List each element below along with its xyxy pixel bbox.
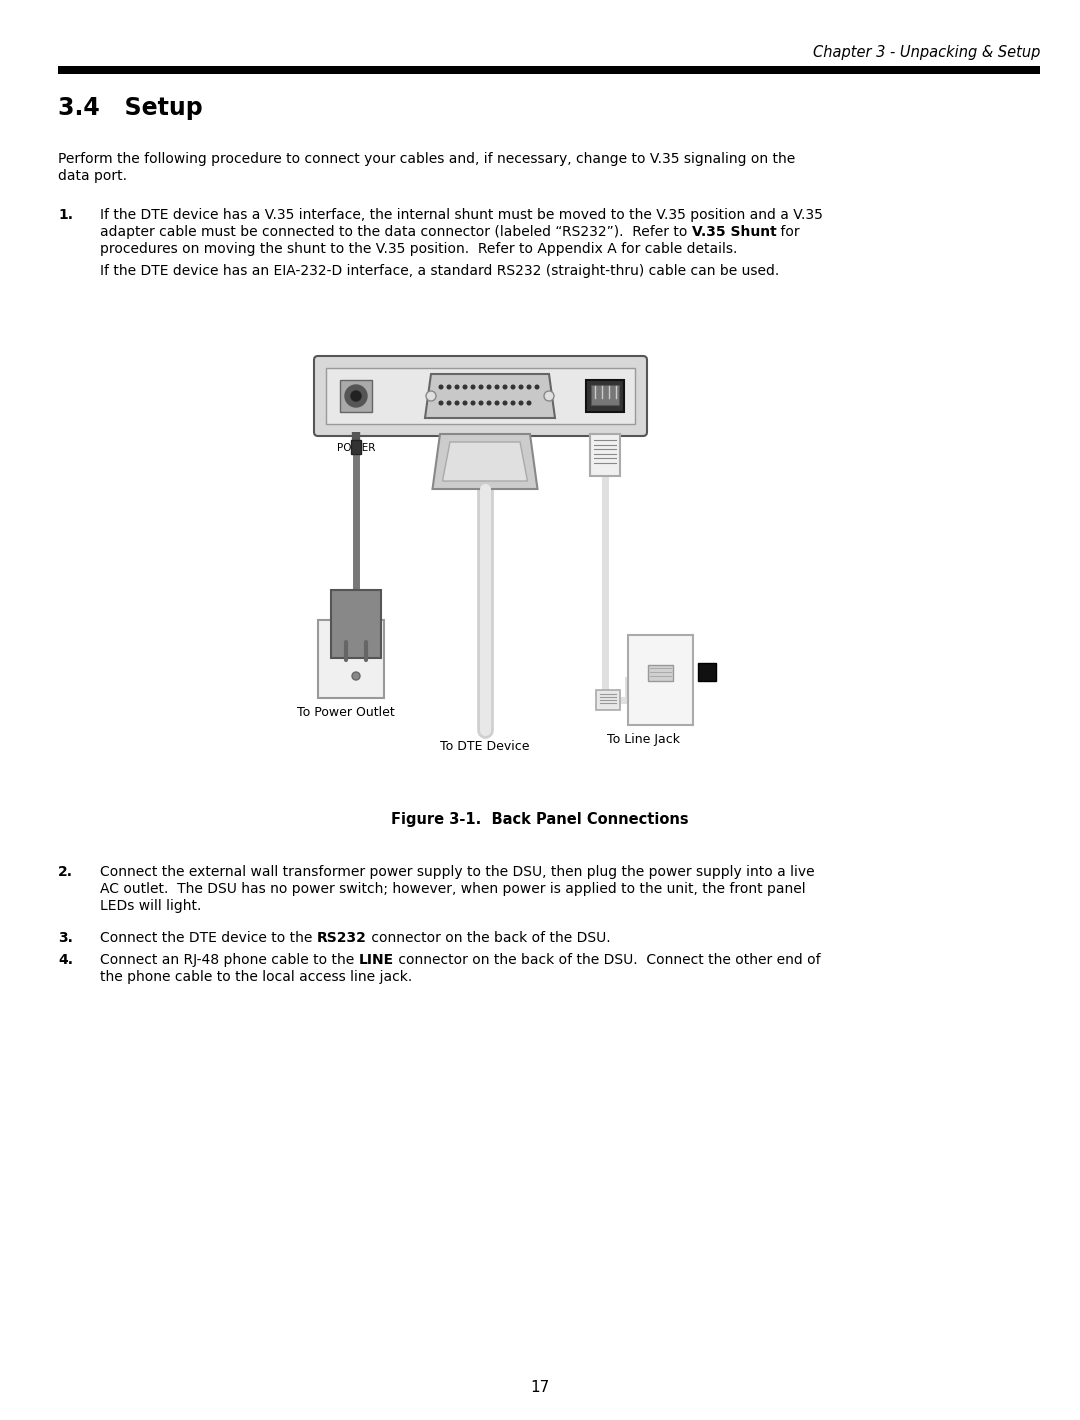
Text: 2.: 2. (58, 865, 73, 879)
Text: 1.: 1. (58, 207, 73, 222)
Circle shape (463, 402, 467, 405)
Circle shape (345, 385, 367, 408)
Text: Connect the external wall transformer power supply to the DSU, then plug the pow: Connect the external wall transformer po… (100, 865, 814, 879)
Text: AC outlet.  The DSU has no power switch; however, when power is applied to the u: AC outlet. The DSU has no power switch; … (100, 882, 806, 896)
Text: 3.: 3. (58, 932, 72, 944)
Circle shape (471, 385, 475, 389)
Circle shape (471, 402, 475, 405)
Bar (591, 385, 619, 405)
Bar (698, 663, 715, 682)
Circle shape (455, 385, 459, 389)
Circle shape (480, 402, 483, 405)
Bar (590, 435, 620, 476)
Bar (326, 368, 635, 425)
Polygon shape (443, 442, 527, 481)
Polygon shape (426, 373, 555, 417)
Circle shape (447, 385, 450, 389)
Circle shape (351, 391, 361, 400)
Bar (340, 381, 372, 412)
Circle shape (496, 385, 499, 389)
Text: data port.: data port. (58, 169, 127, 183)
Text: the phone cable to the local access line jack.: the phone cable to the local access line… (100, 970, 413, 984)
Circle shape (519, 385, 523, 389)
Circle shape (440, 385, 443, 389)
Text: 17: 17 (530, 1380, 550, 1394)
Text: LEDs will light.: LEDs will light. (100, 899, 201, 913)
Bar (318, 621, 384, 699)
Bar (627, 635, 692, 726)
Text: connector on the back of the DSU.  Connect the other end of: connector on the back of the DSU. Connec… (394, 953, 821, 967)
Text: connector on the back of the DSU.: connector on the back of the DSU. (366, 932, 610, 944)
Text: Figure 3-1.  Back Panel Connections: Figure 3-1. Back Panel Connections (391, 812, 689, 826)
Text: Chapter 3 - Unpacking & Setup: Chapter 3 - Unpacking & Setup (812, 44, 1040, 60)
Bar (330, 589, 381, 657)
Circle shape (487, 402, 490, 405)
Circle shape (519, 402, 523, 405)
Text: adapter cable must be connected to the data connector (labeled “RS232”).  Refer : adapter cable must be connected to the d… (100, 224, 692, 239)
Circle shape (527, 402, 530, 405)
Circle shape (487, 385, 490, 389)
Bar (586, 381, 624, 412)
Circle shape (463, 385, 467, 389)
Text: If the DTE device has a V.35 interface, the internal shunt must be moved to the : If the DTE device has a V.35 interface, … (100, 207, 823, 222)
Polygon shape (432, 435, 538, 488)
Bar (648, 665, 673, 682)
Text: LINE: LINE (594, 443, 617, 453)
Text: Perform the following procedure to connect your cables and, if necessary, change: Perform the following procedure to conne… (58, 152, 795, 166)
Bar (58, 65, 1040, 74)
Circle shape (536, 385, 539, 389)
Text: 3.4   Setup: 3.4 Setup (58, 97, 203, 121)
FancyBboxPatch shape (314, 356, 647, 436)
Circle shape (496, 402, 499, 405)
Circle shape (503, 402, 507, 405)
Circle shape (480, 385, 483, 389)
Circle shape (511, 402, 515, 405)
Text: To DTE Device: To DTE Device (441, 740, 530, 753)
Text: procedures on moving the shunt to the V.35 position.  Refer to Appendix A for ca: procedures on moving the shunt to the V.… (100, 241, 738, 256)
Circle shape (511, 385, 515, 389)
Text: POWER: POWER (337, 443, 375, 453)
Circle shape (426, 391, 436, 400)
Text: V.35 Shunt: V.35 Shunt (692, 224, 777, 239)
Text: RS232: RS232 (316, 932, 366, 944)
Text: If the DTE device has an EIA-232-D interface, a standard RS232 (straight-thru) c: If the DTE device has an EIA-232-D inter… (100, 264, 780, 278)
Circle shape (455, 402, 459, 405)
Text: for: for (777, 224, 800, 239)
Circle shape (352, 672, 360, 680)
Bar (351, 440, 361, 454)
Text: LINE: LINE (359, 953, 394, 967)
Circle shape (527, 385, 530, 389)
Bar (595, 690, 620, 710)
Text: To Line Jack: To Line Jack (607, 733, 680, 746)
Text: To Power Outlet: To Power Outlet (297, 706, 395, 719)
Text: RS232: RS232 (469, 443, 502, 453)
Circle shape (544, 391, 554, 400)
Circle shape (440, 402, 443, 405)
Text: Connect the DTE device to the: Connect the DTE device to the (100, 932, 316, 944)
Circle shape (447, 402, 450, 405)
Text: Connect an RJ-48 phone cable to the: Connect an RJ-48 phone cable to the (100, 953, 359, 967)
Circle shape (503, 385, 507, 389)
Text: 4.: 4. (58, 953, 73, 967)
